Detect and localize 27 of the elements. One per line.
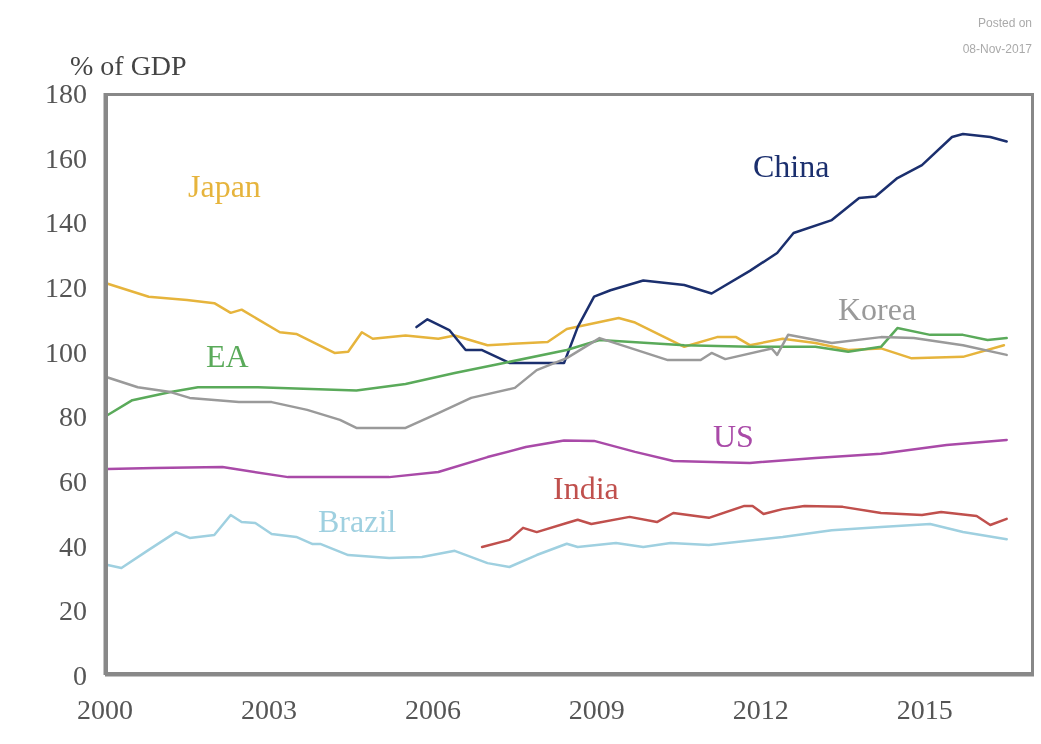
series-label: Brazil [318,503,397,540]
x-tick-label: 2006 [404,693,461,725]
series-label: US [713,418,754,455]
y-tick-label: 20 [59,595,87,627]
text: 08-Nov-2017 [962,41,1032,58]
line-series [480,504,1008,549]
y-tick-label: 80 [59,401,87,433]
text: Posted on [976,15,1032,32]
y-tick-label: 0 [73,659,87,691]
series-label: China [753,148,830,185]
y-tick-label: 140 [45,207,87,239]
series-label: India [553,470,619,507]
series-label: EA [206,338,249,375]
x-tick-label: 2012 [732,693,789,725]
y-tick-label: 40 [59,530,87,562]
x-tick-label: 2009 [568,693,625,725]
text: Japan [188,168,261,205]
y-tick-label: 120 [45,271,87,303]
line-series [415,132,1008,365]
series-label: Korea [838,291,917,328]
y-tick-label: 100 [45,336,87,368]
x-tick-label: 2003 [240,693,297,725]
y-tick-label: 160 [45,142,87,174]
x-tick-label: 2000 [77,693,133,725]
x-tick-label: 2015 [896,693,953,725]
line-series [106,326,1008,417]
y-tick-label: 60 [59,465,87,497]
